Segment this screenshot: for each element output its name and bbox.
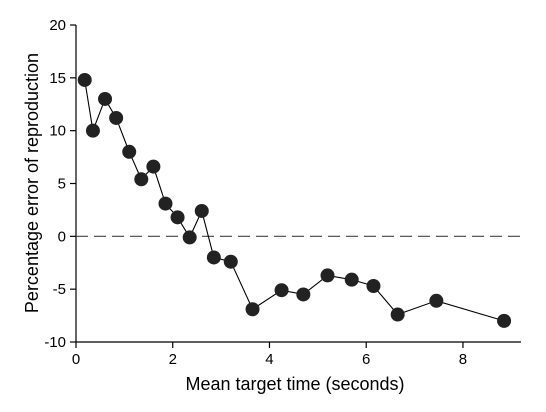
axes: -10 -5 0 5 10 15 20 0 2 4 6 8 (44, 17, 521, 368)
x-axis-label: Mean target time (seconds) (185, 374, 404, 394)
data-point (109, 110, 124, 125)
data-point (366, 278, 381, 293)
y-axis-label: Percentage error of reproduction (22, 53, 42, 313)
y-tick-label: 20 (49, 17, 66, 34)
data-point (344, 272, 359, 287)
data-point (390, 307, 405, 322)
data-point (98, 91, 113, 106)
data-point (497, 313, 512, 328)
y-tick-label: 0 (58, 228, 66, 245)
data-point (194, 203, 209, 218)
data-point (122, 144, 137, 159)
data-point (320, 268, 335, 283)
data-point (274, 283, 289, 298)
data-point (223, 254, 238, 269)
x-tick-label: 8 (459, 351, 467, 368)
y-tick-label: 5 (58, 176, 66, 193)
data-point (245, 302, 260, 317)
data-point (429, 293, 444, 308)
y-tick-label: -10 (44, 334, 66, 351)
y-tick-label: -5 (53, 281, 66, 298)
data-point (77, 72, 92, 87)
series-line (84, 79, 505, 322)
x-tick-label: 4 (265, 351, 273, 368)
data-point (206, 250, 221, 265)
data-point (85, 123, 100, 138)
data-point (134, 172, 149, 187)
data-point (182, 230, 197, 245)
series-group (77, 72, 512, 328)
x-tick-label: 6 (362, 351, 370, 368)
data-point (170, 210, 185, 225)
y-tick-label: 15 (49, 70, 66, 87)
x-tick-label: 0 (72, 351, 80, 368)
data-point (146, 159, 161, 174)
x-tick-label: 2 (169, 351, 177, 368)
y-tick-label: 10 (49, 123, 66, 140)
data-point (158, 196, 173, 211)
data-point (296, 287, 311, 302)
